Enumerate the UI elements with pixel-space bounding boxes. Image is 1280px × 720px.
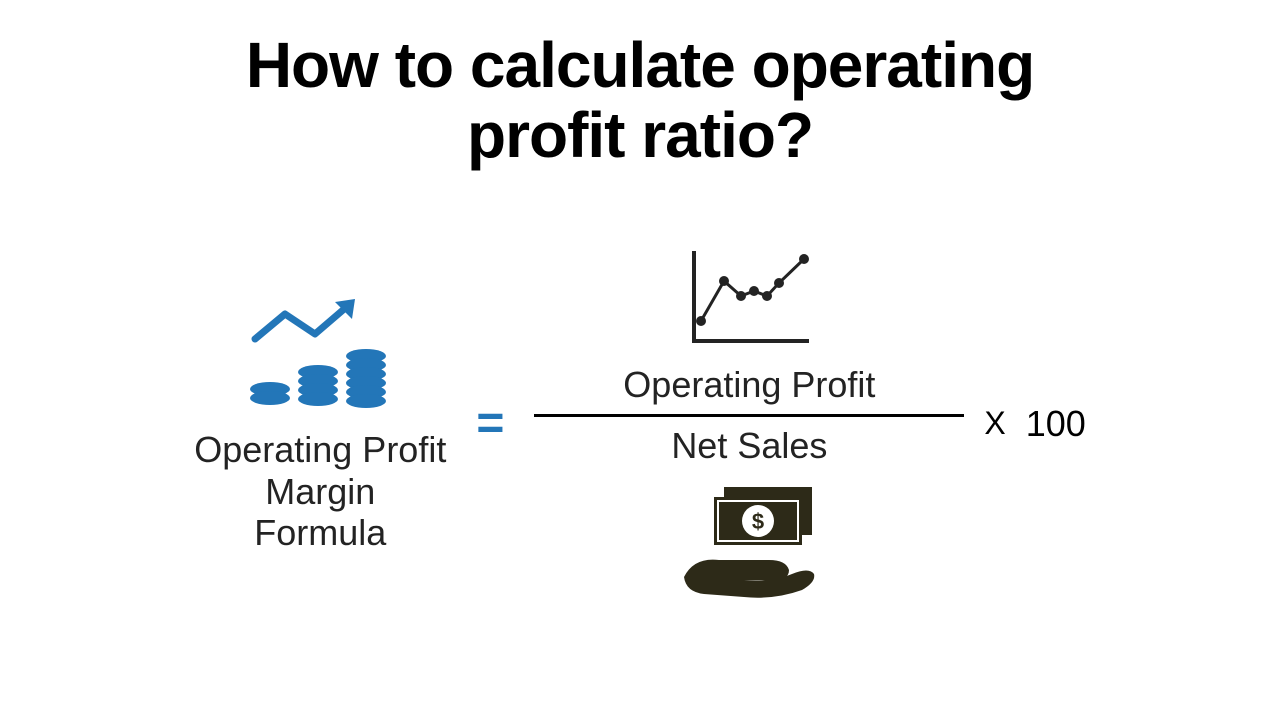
formula-left-block: Operating Profit Margin Formula: [194, 294, 446, 553]
coins-growth-icon: [240, 294, 400, 419]
title-line-2: profit ratio?: [0, 100, 1280, 170]
left-label-line-3: Formula: [194, 512, 446, 553]
formula-left-label: Operating Profit Margin Formula: [194, 429, 446, 553]
svg-text:$: $: [752, 509, 764, 534]
hundred-value: 100: [1026, 403, 1086, 445]
left-label-line-2: Margin: [194, 471, 446, 512]
title-line-1: How to calculate operating: [0, 30, 1280, 100]
line-chart-icon: [679, 241, 819, 356]
multiply-sign: X: [984, 405, 1005, 442]
left-label-line-1: Operating Profit: [194, 429, 446, 470]
page-title: How to calculate operating profit ratio?: [0, 0, 1280, 171]
money-hand-icon: $: [674, 482, 824, 607]
formula-container: Operating Profit Margin Formula =: [0, 241, 1280, 607]
formula-right-group: Operating Profit Net Sales $ X 100: [534, 241, 1085, 607]
denominator: Net Sales: [671, 417, 827, 467]
equals-sign: =: [476, 396, 504, 451]
fraction-block: Operating Profit Net Sales $: [534, 241, 964, 607]
numerator: Operating Profit: [623, 364, 875, 414]
